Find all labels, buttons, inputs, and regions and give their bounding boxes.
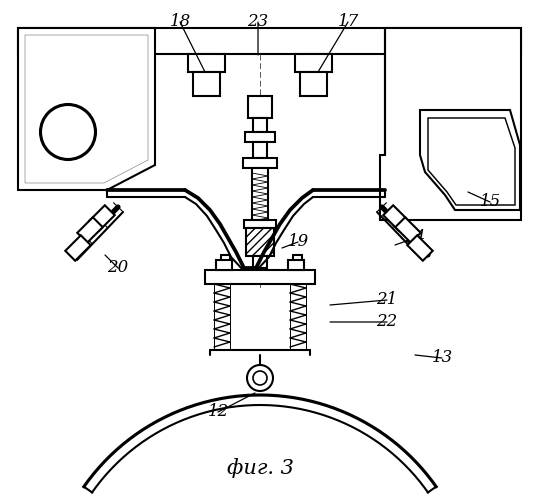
Circle shape	[40, 104, 96, 160]
Bar	[288, 260, 304, 270]
Text: 12: 12	[208, 404, 229, 420]
Circle shape	[41, 105, 95, 159]
Text: 13: 13	[431, 350, 453, 366]
Polygon shape	[420, 110, 520, 210]
Polygon shape	[252, 168, 268, 220]
Text: 20: 20	[107, 260, 129, 276]
Polygon shape	[380, 28, 521, 220]
Polygon shape	[205, 270, 315, 284]
Polygon shape	[243, 158, 277, 168]
Text: 24: 24	[404, 230, 426, 246]
Circle shape	[253, 371, 267, 385]
Text: 22: 22	[376, 314, 398, 330]
Text: фиг. 3: фиг. 3	[226, 458, 293, 478]
Polygon shape	[253, 118, 267, 132]
Polygon shape	[248, 96, 272, 118]
Polygon shape	[77, 218, 103, 242]
Polygon shape	[89, 206, 115, 231]
Circle shape	[247, 365, 273, 391]
Text: 17: 17	[337, 14, 358, 30]
Polygon shape	[18, 28, 521, 54]
Text: 21: 21	[376, 292, 398, 308]
Polygon shape	[383, 206, 409, 231]
Polygon shape	[188, 54, 225, 72]
Text: 23: 23	[247, 14, 268, 30]
Polygon shape	[253, 142, 267, 158]
Polygon shape	[184, 191, 312, 270]
Text: 15: 15	[479, 194, 501, 210]
Polygon shape	[407, 236, 433, 260]
Bar	[246, 228, 274, 256]
Polygon shape	[253, 256, 267, 268]
Polygon shape	[193, 72, 220, 96]
Bar	[216, 260, 232, 270]
Polygon shape	[300, 72, 327, 96]
Polygon shape	[18, 28, 155, 190]
Polygon shape	[25, 35, 148, 183]
Polygon shape	[295, 54, 332, 72]
Polygon shape	[428, 118, 515, 205]
Text: 18: 18	[169, 14, 191, 30]
Polygon shape	[245, 132, 275, 142]
Polygon shape	[244, 220, 276, 228]
Polygon shape	[395, 218, 421, 242]
Polygon shape	[65, 236, 91, 260]
Text: 19: 19	[287, 234, 309, 250]
